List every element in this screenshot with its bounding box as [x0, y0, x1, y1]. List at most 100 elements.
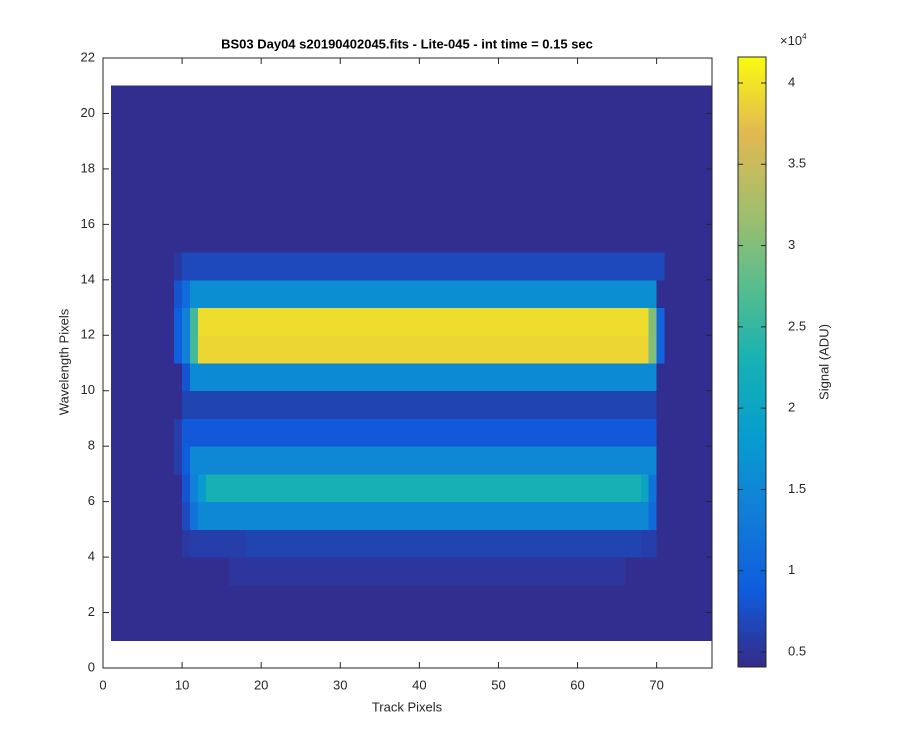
cell — [704, 252, 713, 281]
cell — [205, 168, 215, 198]
cell — [458, 529, 468, 558]
cell — [332, 141, 341, 170]
cell — [656, 612, 666, 641]
cell — [316, 141, 325, 170]
cell — [506, 473, 515, 503]
cell — [395, 113, 405, 142]
cell — [680, 446, 689, 475]
cell — [182, 196, 191, 225]
cell — [261, 446, 270, 475]
cell — [601, 252, 610, 281]
cell — [538, 252, 547, 281]
cell — [118, 557, 128, 586]
cell — [150, 501, 159, 530]
cell — [419, 196, 428, 225]
cell — [197, 196, 207, 225]
cell — [688, 279, 697, 309]
cell — [609, 85, 618, 114]
cell — [474, 418, 484, 447]
cell — [640, 529, 650, 558]
cell — [356, 473, 365, 503]
cell — [166, 252, 175, 281]
cell — [197, 501, 207, 530]
cell — [632, 224, 642, 253]
cell — [545, 557, 555, 586]
cell — [553, 446, 563, 475]
cell — [292, 363, 302, 392]
cell — [158, 224, 167, 253]
cell — [403, 390, 412, 419]
cell — [110, 252, 120, 281]
cell — [332, 196, 341, 225]
cell — [545, 196, 555, 225]
cell — [569, 196, 579, 225]
cell — [561, 307, 571, 336]
cell — [561, 529, 571, 558]
cell — [166, 557, 175, 586]
cell — [451, 224, 460, 253]
cell — [538, 557, 547, 586]
cell — [648, 252, 658, 281]
cell — [656, 418, 666, 447]
cell — [364, 529, 373, 558]
cell — [261, 363, 270, 392]
cell — [490, 529, 499, 558]
cell — [237, 473, 246, 503]
cell — [656, 529, 666, 558]
cell — [435, 418, 444, 447]
cell — [182, 85, 191, 114]
cell — [561, 363, 571, 392]
cell — [427, 612, 436, 641]
cell — [704, 279, 713, 309]
cell — [110, 529, 120, 558]
cell — [466, 473, 476, 503]
cell — [292, 418, 302, 447]
cell — [419, 252, 428, 281]
cell — [688, 224, 697, 253]
cell — [696, 473, 705, 503]
cell — [577, 446, 586, 475]
cell — [126, 141, 136, 170]
cell — [221, 557, 231, 586]
cell — [553, 307, 563, 336]
cell — [530, 363, 539, 392]
cell — [356, 363, 365, 392]
cell — [561, 141, 571, 170]
cell — [142, 501, 151, 530]
cell — [577, 113, 586, 142]
colorbar-tick-label: 1 — [788, 562, 795, 577]
cell — [506, 363, 515, 392]
cell — [443, 279, 452, 309]
cell — [221, 612, 231, 641]
cell — [197, 557, 207, 586]
cell — [648, 501, 658, 530]
cell — [237, 446, 246, 475]
cell — [640, 473, 650, 503]
cell — [253, 224, 262, 253]
cell — [577, 252, 586, 281]
cell — [490, 390, 499, 419]
cell — [237, 612, 246, 641]
cell — [403, 141, 412, 170]
cell — [118, 168, 128, 198]
cell — [229, 335, 238, 364]
cell — [419, 612, 428, 641]
cell — [110, 418, 120, 447]
cell — [387, 557, 397, 586]
cell — [348, 252, 357, 281]
cell — [601, 529, 610, 558]
cell — [292, 529, 302, 558]
cell — [277, 113, 286, 142]
cell — [316, 335, 325, 364]
cell — [427, 224, 436, 253]
cell — [174, 557, 183, 586]
cell — [237, 196, 246, 225]
cell — [395, 501, 405, 530]
x-tick-label: 20 — [254, 677, 268, 692]
cell — [182, 584, 191, 614]
cell — [229, 557, 238, 586]
cell — [110, 390, 120, 419]
cell — [625, 446, 634, 475]
cell — [545, 418, 555, 447]
cell — [277, 446, 286, 475]
